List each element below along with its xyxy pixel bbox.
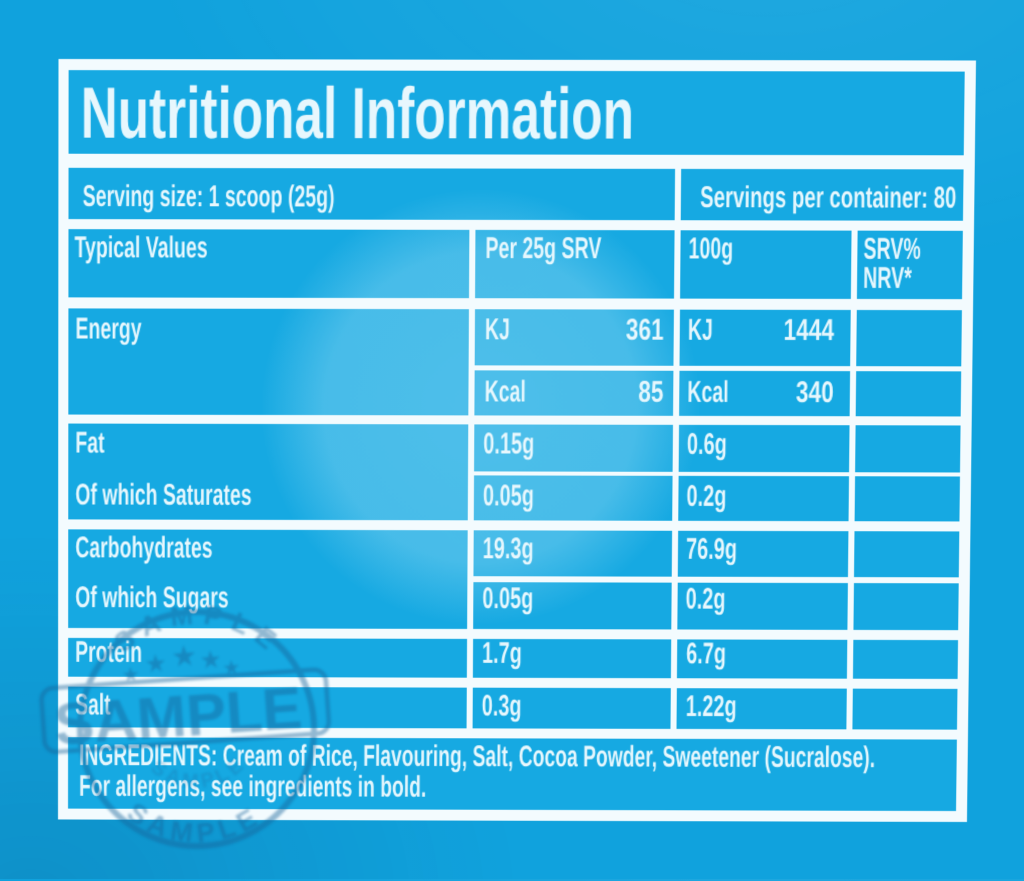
svg-text:SAMPLE: SAMPLE	[106, 593, 290, 672]
svg-text:★: ★	[146, 652, 167, 676]
svg-text:SAMPLE: SAMPLE	[146, 750, 252, 797]
svg-text:SAMPLE: SAMPLE	[120, 788, 268, 854]
svg-text:★: ★	[200, 648, 221, 672]
svg-text:★: ★	[122, 665, 139, 685]
svg-text:★: ★	[172, 642, 197, 672]
svg-text:★: ★	[223, 658, 240, 678]
